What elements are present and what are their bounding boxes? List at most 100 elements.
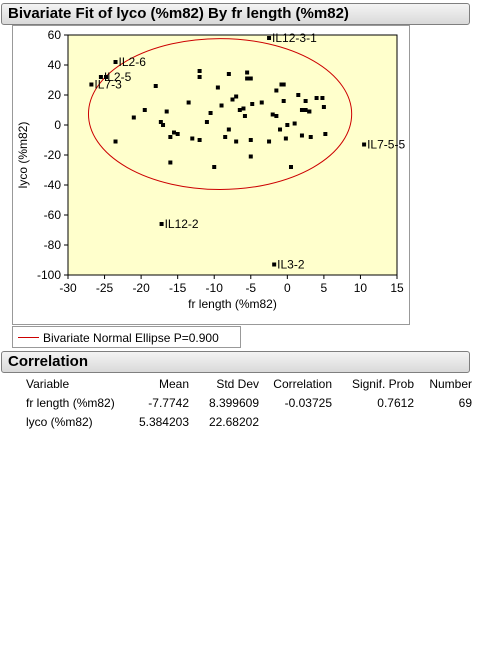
x-axis-label: fr length (%m82) <box>188 297 277 311</box>
data-point <box>292 121 297 126</box>
cell-number: 69 <box>458 396 472 410</box>
data-point <box>226 72 231 76</box>
col-header-std-dev: Std Dev <box>216 377 259 391</box>
data-point <box>321 105 326 109</box>
col-header-mean: Mean <box>158 377 189 391</box>
y-axis-label: lyco (%m82) <box>16 122 30 189</box>
point-label: IL3-2 <box>277 258 305 272</box>
data-point <box>113 139 118 144</box>
data-point <box>131 115 136 120</box>
data-point <box>299 108 304 112</box>
data-point <box>208 111 213 115</box>
data-point <box>190 136 195 141</box>
data-point <box>314 96 319 100</box>
data-point <box>299 133 304 138</box>
x-tick-label: -15 <box>169 281 187 295</box>
bivariate-title: Bivariate Fit of lyco (%m82) By fr lengt… <box>8 5 349 22</box>
data-point <box>168 160 173 165</box>
data-point <box>234 139 239 144</box>
data-point <box>158 120 163 124</box>
data-point <box>303 108 308 112</box>
data-point <box>274 88 279 93</box>
data-point <box>212 165 217 169</box>
data-point <box>288 165 293 169</box>
y-tick-label: -100 <box>37 268 61 282</box>
data-point <box>245 70 250 75</box>
data-point <box>197 69 202 73</box>
data-point <box>248 138 253 142</box>
cell-correlation: -0.03725 <box>284 396 332 410</box>
bivariate-section-header[interactable]: Bivariate Fit of lyco (%m82) By fr lengt… <box>1 3 470 25</box>
x-tick-label: 5 <box>321 281 328 295</box>
y-tick-label: 60 <box>48 28 62 42</box>
data-point <box>308 135 313 139</box>
y-tick-label: -80 <box>44 238 62 252</box>
data-point <box>161 123 166 127</box>
data-point <box>241 106 246 111</box>
data-point <box>320 96 325 100</box>
x-tick-label: -20 <box>132 281 150 295</box>
data-point <box>285 123 290 127</box>
data-point <box>172 130 177 135</box>
cell-mean: 5.384203 <box>138 415 189 429</box>
point-label: IL2-5 <box>104 70 132 84</box>
plot-frame: -100 -80 -60 -40 -20 0 20 40 60 -30 -25 -20 -15 -10 -5… <box>12 25 410 325</box>
col-header-number: Number <box>429 377 472 391</box>
point-label: IL7-3 <box>94 78 122 92</box>
data-point <box>223 135 228 139</box>
point-label: IL7-5-5 <box>367 138 405 152</box>
data-point <box>248 154 253 159</box>
data-point <box>159 222 164 226</box>
x-tick-label: -10 <box>206 281 224 295</box>
data-point <box>219 103 224 108</box>
point-label: IL12-2 <box>165 217 199 231</box>
data-point <box>197 75 202 79</box>
data-point <box>272 262 277 267</box>
data-point <box>303 99 308 103</box>
data-point <box>281 99 286 103</box>
data-point <box>259 100 264 105</box>
data-point <box>186 100 191 105</box>
x-tick-label: 0 <box>284 281 291 295</box>
data-point <box>283 136 288 141</box>
data-point <box>245 76 250 81</box>
point-label: IL12-3-1 <box>272 31 317 45</box>
y-tick-label: 20 <box>48 88 62 102</box>
legend-label: Bivariate Normal Ellipse P=0.900 <box>43 331 219 345</box>
data-point <box>267 139 272 144</box>
data-point <box>270 112 275 117</box>
data-point <box>296 93 301 97</box>
x-tick-label: 15 <box>390 281 404 295</box>
scatter-chart: -100 -80 -60 -40 -20 0 20 40 60 -30 -25 -20 -15 -10 -5… <box>16 28 405 311</box>
cell-variable: lyco (%m82) <box>26 415 93 429</box>
data-point <box>307 109 312 114</box>
data-point <box>153 84 158 88</box>
data-point <box>175 132 180 136</box>
y-tick-label: 40 <box>48 58 62 72</box>
data-point <box>250 102 255 106</box>
data-point <box>362 142 367 147</box>
data-point <box>278 127 283 132</box>
col-header-variable: Variable <box>26 377 70 391</box>
data-point <box>237 108 242 112</box>
y-tick-label: -40 <box>44 178 62 192</box>
data-point <box>234 94 239 99</box>
data-point <box>281 82 286 87</box>
cell-variable: fr length (%m82) <box>26 396 115 410</box>
correlation-section-header[interactable]: Correlation <box>1 351 470 373</box>
data-point <box>98 75 103 79</box>
x-tick-label: -30 <box>59 281 77 295</box>
data-point <box>204 120 209 124</box>
data-point <box>215 85 220 90</box>
y-tick-label: 0 <box>54 118 61 132</box>
col-header-correlation: Correlation <box>273 377 332 391</box>
x-tick-label: 10 <box>354 281 368 295</box>
data-point <box>323 132 328 136</box>
point-label: IL2-6 <box>119 55 147 69</box>
cell-mean: -7.7742 <box>148 396 189 410</box>
legend-ellipse-swatch <box>18 337 39 338</box>
x-tick-label: -25 <box>96 281 114 295</box>
data-point <box>267 36 272 40</box>
legend: Bivariate Normal Ellipse P=0.900 <box>12 326 241 348</box>
data-point <box>164 109 169 114</box>
